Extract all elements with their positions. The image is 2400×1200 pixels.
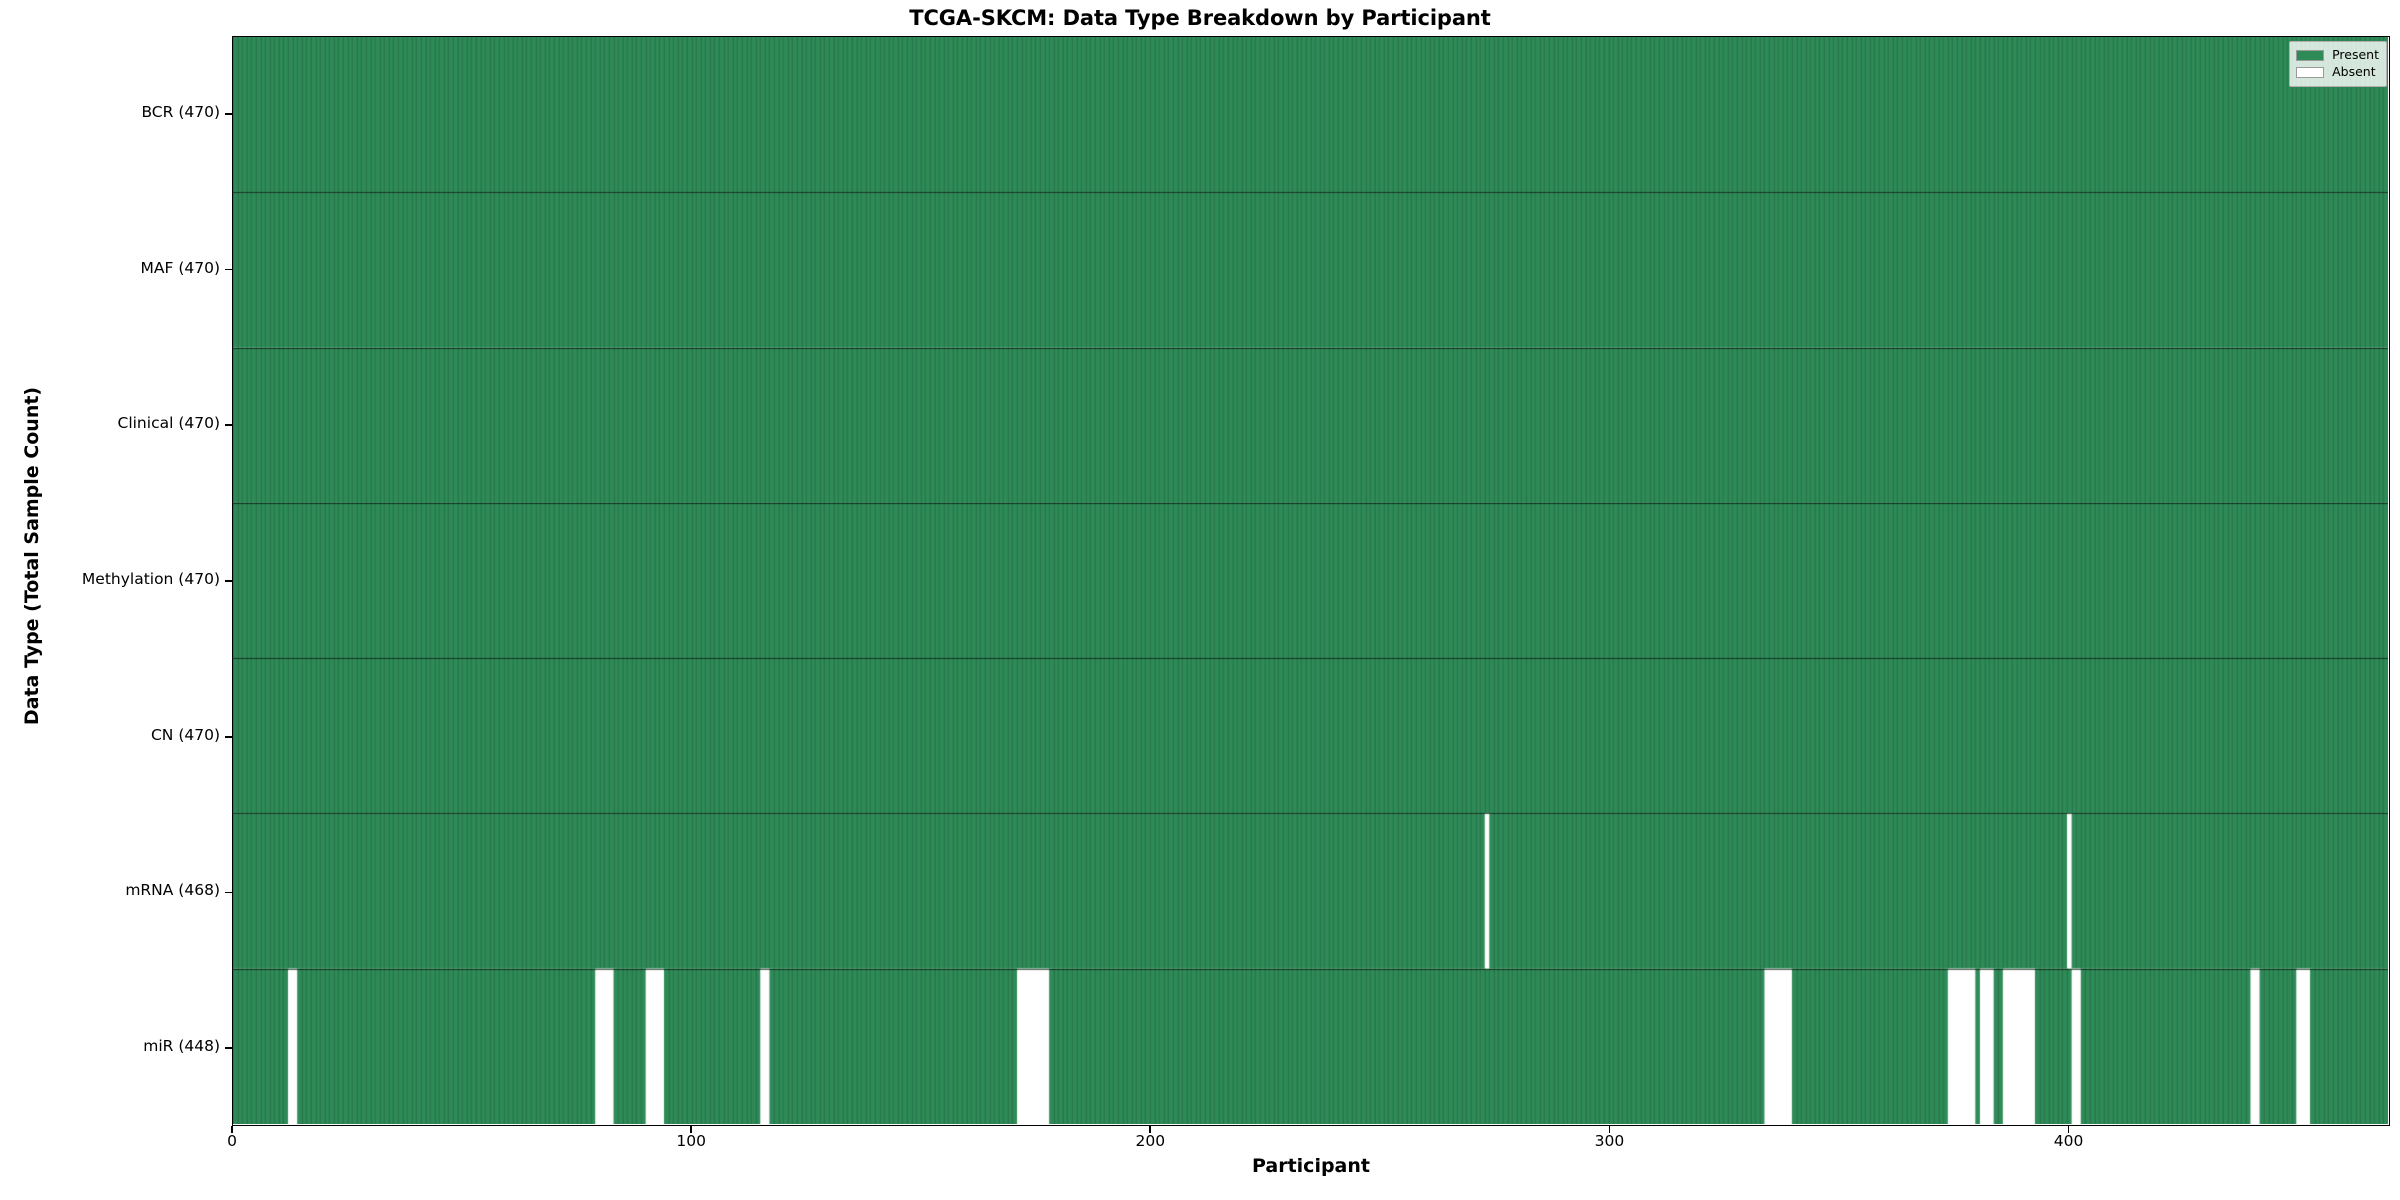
y-tick-mark-4 (225, 735, 232, 738)
legend-swatch-present-icon (2296, 50, 2325, 61)
heatmap-cells (233, 37, 2388, 1124)
y-tick-label-5: mRNA (468) (125, 881, 220, 900)
x-tick-label-0: 0 (227, 1132, 237, 1150)
chart-title: TCGA-SKCM: Data Type Breakdown by Partic… (909, 6, 1491, 30)
x-tick-label-4: 400 (2053, 1132, 2084, 1150)
y-tick-label-2: Clinical (470) (117, 414, 221, 433)
y-tick-label-1: MAF (470) (140, 258, 221, 277)
y-tick-label-3: Methylation (470) (81, 570, 220, 588)
x-tick-label-3: 300 (1594, 1132, 1625, 1150)
legend-label-present: Present (2332, 47, 2379, 63)
legend-box: Present Absent (2289, 41, 2387, 87)
legend-label-absent: Absent (2332, 64, 2376, 80)
x-tick-label-1: 100 (676, 1132, 706, 1150)
y-axis-title: Data Type (Total Sample Count) (21, 386, 43, 726)
legend-item-present: Present (2296, 47, 2379, 64)
heatmap-plot-area (232, 36, 2390, 1126)
x-tick-mark-3 (1608, 1126, 1611, 1133)
y-tick-mark-6 (225, 1047, 232, 1049)
x-tick-mark-1 (690, 1126, 692, 1133)
x-tick-label-2: 200 (1135, 1132, 1166, 1150)
y-tick-mark-0 (225, 113, 232, 115)
y-tick-mark-5 (225, 891, 232, 894)
y-tick-label-6: miR (448) (143, 1037, 220, 1056)
x-axis-title: Participant (1251, 1155, 1370, 1177)
x-tick-mark-4 (2067, 1126, 2070, 1133)
y-tick-label-0: BCR (470) (141, 102, 220, 121)
y-tick-label-4: CN (470) (150, 725, 220, 744)
y-tick-mark-1 (225, 268, 232, 271)
x-tick-mark-0 (231, 1126, 233, 1133)
y-tick-mark-3 (225, 580, 232, 582)
legend-swatch-absent-icon (2296, 67, 2325, 78)
legend-item-absent: Absent (2296, 64, 2379, 81)
y-tick-mark-2 (225, 424, 232, 427)
x-tick-mark-2 (1149, 1126, 1152, 1133)
